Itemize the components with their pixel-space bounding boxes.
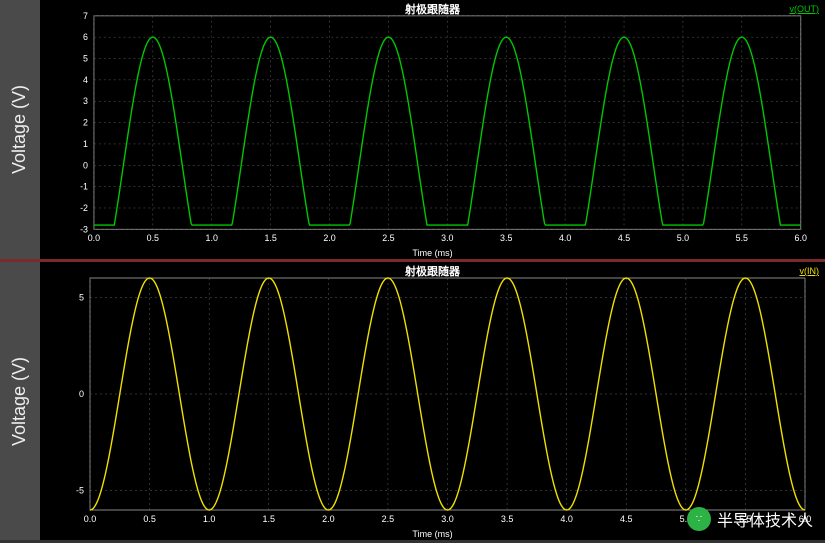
svg-text:3.0: 3.0 [441,514,454,524]
svg-text:3: 3 [83,96,88,106]
svg-text:3.5: 3.5 [501,514,514,524]
top-chart-title: 射极跟随器 [40,1,825,17]
svg-text:-2: -2 [80,203,88,213]
wechat-icon: ∵ [687,507,711,531]
svg-text:1.0: 1.0 [203,514,216,524]
svg-text:2.5: 2.5 [382,514,395,524]
svg-text:2.5: 2.5 [382,233,394,243]
ylabel-container: Voltage (V) [0,0,40,259]
top-ylabel: Voltage (V) [10,85,31,174]
svg-text:0.5: 0.5 [147,233,159,243]
bottom-legend[interactable]: v(IN) [800,266,820,276]
svg-text:4.5: 4.5 [618,233,630,243]
bottom-plot-svg: 0.00.51.01.52.02.53.03.54.04.55.05.56.0-… [40,262,825,540]
svg-text:3.5: 3.5 [500,233,512,243]
svg-text:0.5: 0.5 [143,514,156,524]
top-chart-area[interactable]: 射极跟随器 v(OUT) 0.0 0.5 1.0 1.5 2.0 2.5 3.0 3.5 4.0… [40,0,825,259]
svg-text:2.0: 2.0 [322,514,335,524]
svg-text:0: 0 [83,160,88,170]
bottom-chart-panel: Voltage (V) 射极跟随器 v(IN) 0.0 0.5 1.0 1.5 2.0 2… [0,262,825,540]
svg-text:5: 5 [79,292,84,302]
top-xlabel: Time (ms) [40,248,825,258]
svg-text:6.0: 6.0 [795,233,807,243]
watermark-text: 半导体技术人 [717,507,813,531]
svg-text:-3: -3 [80,224,88,234]
svg-text:0.0: 0.0 [84,514,97,524]
watermark: ∵ 半导体技术人 [687,507,813,531]
svg-text:1.5: 1.5 [262,514,275,524]
svg-text:6: 6 [83,32,88,42]
svg-text:5.5: 5.5 [736,233,748,243]
top-plot-svg: 0.0 0.5 1.0 1.5 2.0 2.5 3.0 3.5 4.0 4.5 5.0 5.5 6.0 -… [40,0,825,259]
ylabel-container: Voltage (V) [0,262,40,540]
svg-text:-5: -5 [76,486,84,496]
svg-text:5: 5 [83,53,88,63]
svg-text:2: 2 [83,118,88,128]
svg-text:4.5: 4.5 [620,514,633,524]
bottom-chart-title: 射极跟随器 [40,263,825,279]
svg-text:-1: -1 [80,182,88,192]
svg-text:4: 4 [83,75,88,85]
svg-text:1: 1 [83,139,88,149]
svg-text:4.0: 4.0 [560,514,573,524]
bottom-ylabel: Voltage (V) [10,356,31,445]
svg-text:1.5: 1.5 [264,233,276,243]
svg-text:3.0: 3.0 [441,233,453,243]
svg-text:0: 0 [79,389,84,399]
svg-text:1.0: 1.0 [206,233,218,243]
svg-text:2.0: 2.0 [323,233,335,243]
bottom-chart-area[interactable]: 射极跟随器 v(IN) 0.0 0.5 1.0 1.5 2.0 2.5 3.0 3.5 4.0 4… [40,262,825,540]
top-chart-panel: Voltage (V) 射极跟随器 v(OUT) 0.0 0.5 1.0 1.5 2.0… [0,0,825,262]
svg-text:4.0: 4.0 [559,233,571,243]
svg-text:5.0: 5.0 [677,233,689,243]
top-legend[interactable]: v(OUT) [790,4,820,14]
svg-text:0.0: 0.0 [88,233,100,243]
